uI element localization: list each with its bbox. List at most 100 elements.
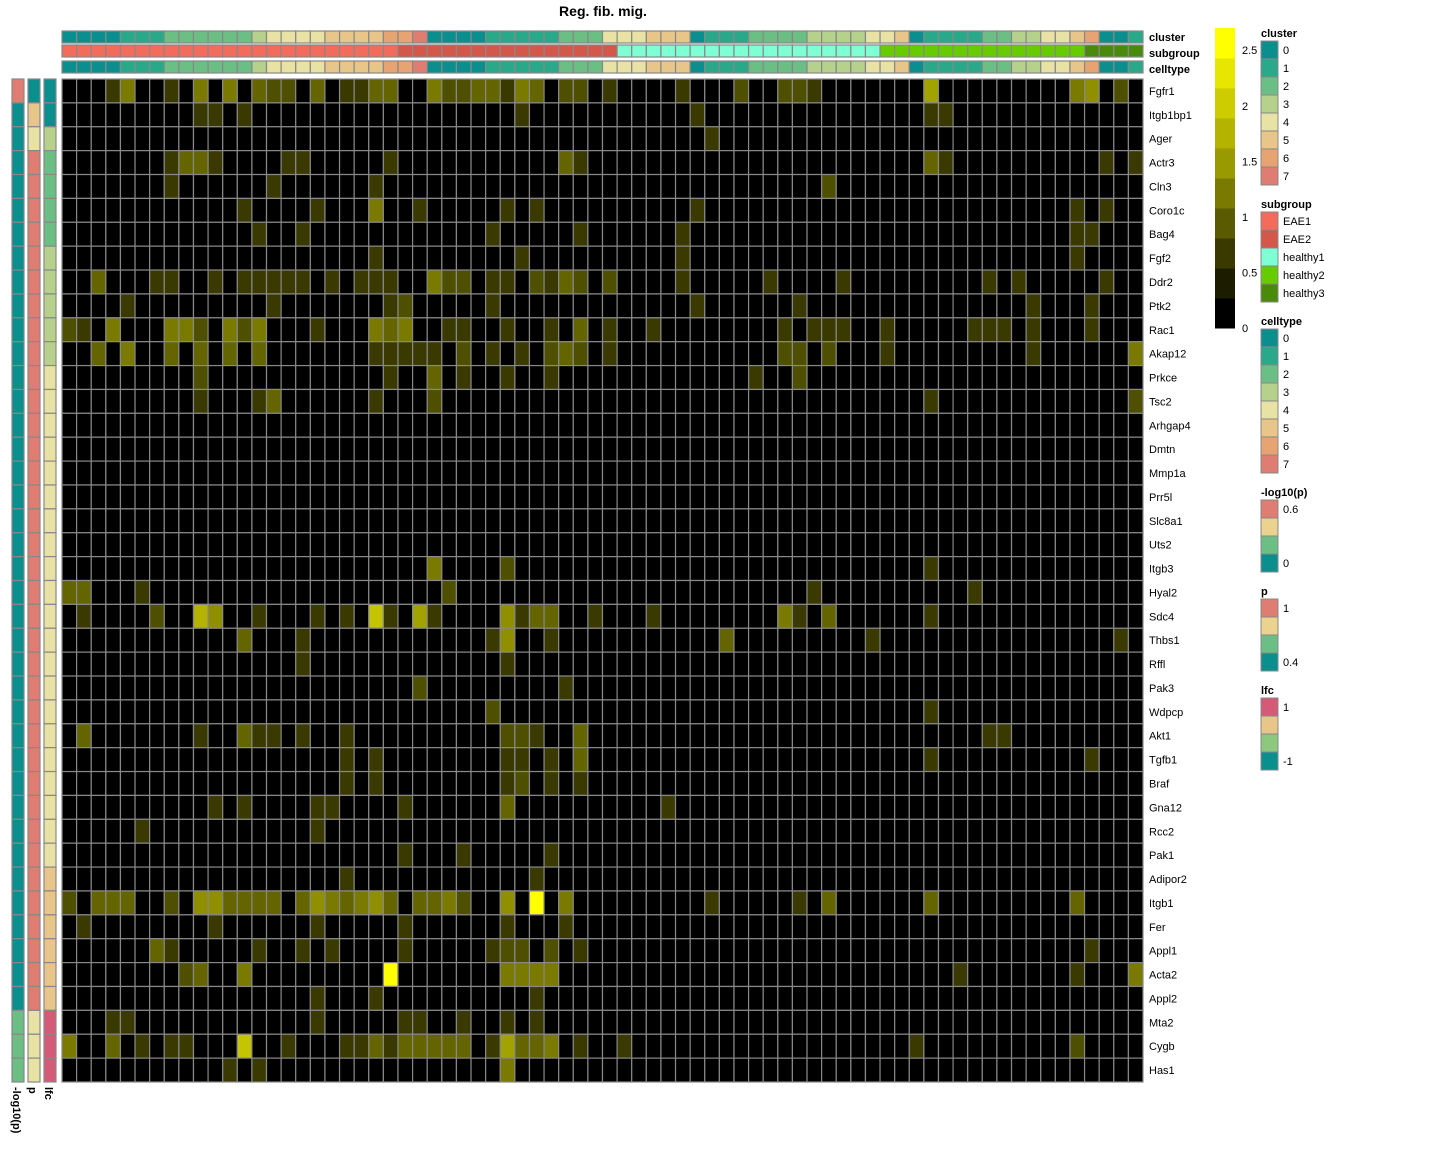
heatmap-cell (777, 317, 794, 343)
heatmap-cell (631, 388, 647, 414)
heatmap-cell (397, 938, 414, 964)
heatmap-cell (864, 341, 881, 367)
heatmap-cell (207, 341, 224, 367)
heatmap-cell (791, 293, 808, 319)
heatmap-cell (309, 150, 326, 176)
heatmap-cell (295, 364, 311, 391)
heatmap-cell (587, 842, 604, 868)
heatmap-cell (616, 412, 633, 438)
heatmap-cell (704, 890, 720, 916)
heatmap-cell (485, 914, 501, 940)
heatmap-cell (90, 985, 107, 1011)
row-annotation-cell-lfc (43, 1033, 57, 1059)
heatmap-cell (967, 1057, 983, 1083)
heatmap-cell (353, 794, 370, 820)
heatmap-cell (543, 770, 560, 797)
annotation-cell-celltype (382, 60, 399, 74)
annotation-cell-cluster (514, 30, 531, 44)
heatmap-cell (864, 818, 881, 844)
heatmap-cell (163, 747, 180, 773)
heatmap-cell (762, 1009, 779, 1035)
heatmap-cell (996, 985, 1013, 1011)
heatmap-cell (1010, 603, 1027, 629)
row-annotation-cell-lfc (43, 388, 57, 414)
heatmap-cell (222, 747, 238, 773)
heatmap-cell (806, 245, 823, 271)
heatmap-cell (76, 269, 92, 295)
heatmap-cell (338, 723, 355, 749)
heatmap-cell (382, 914, 399, 940)
heatmap-cell (791, 770, 808, 797)
heatmap-cell (952, 603, 969, 629)
heatmap-cell (1098, 532, 1115, 558)
heatmap-cell (631, 460, 647, 486)
heatmap-cell (1025, 245, 1042, 271)
heatmap-cell (631, 985, 647, 1011)
heatmap-cell (981, 985, 998, 1011)
heatmap-cell (338, 818, 355, 844)
heatmap-cell (207, 484, 224, 510)
heatmap-cell (1025, 341, 1042, 367)
heatmap-cell (879, 938, 896, 964)
heatmap-cell (864, 723, 881, 749)
annotation-cell-cluster (952, 30, 969, 44)
annotation-cell-celltype (645, 60, 662, 74)
heatmap-cell (806, 221, 823, 247)
heatmap-cell (119, 794, 136, 820)
heatmap-cell (368, 269, 384, 295)
heatmap-cell (1127, 699, 1144, 725)
heatmap-cell (499, 508, 516, 534)
heatmap-cell (251, 197, 268, 223)
heatmap-cell (572, 675, 589, 701)
heatmap-cell (850, 197, 867, 223)
row-annotation-cell-p (27, 341, 41, 367)
heatmap-cell (806, 197, 823, 223)
heatmap-cell (76, 770, 92, 797)
heatmap-cell (236, 1057, 253, 1083)
heatmap-cell (1069, 556, 1086, 582)
heatmap-cell (791, 699, 808, 725)
heatmap-cell (119, 890, 136, 916)
heatmap-cell (777, 770, 794, 797)
heatmap-cell (324, 866, 341, 892)
heatmap-cell (850, 317, 867, 343)
row-annot-label-neglog10p: -log10(p) (10, 1087, 22, 1134)
heatmap-cell (864, 866, 881, 892)
heatmap-cell (485, 102, 501, 128)
heatmap-cell (265, 914, 282, 940)
heatmap-cell (1098, 484, 1115, 510)
heatmap-cell (923, 460, 940, 486)
heatmap-cell (981, 961, 998, 988)
heatmap-cell (660, 173, 677, 200)
heatmap-cell (295, 747, 311, 773)
heatmap-cell (645, 938, 662, 964)
heatmap-cell (850, 794, 867, 820)
heatmap-cell (616, 985, 633, 1011)
heatmap-cell (528, 388, 545, 414)
heatmap-cell (923, 651, 940, 677)
heatmap-cell (777, 1009, 794, 1035)
heatmap-cell (879, 78, 896, 104)
row-annotation-cell-neglog10p (11, 269, 25, 295)
heatmap-cell (718, 173, 735, 200)
annotation-cell-cluster (426, 30, 443, 44)
heatmap-cell (952, 890, 969, 916)
heatmap-cell (324, 651, 341, 677)
subgroup-legend-swatch (1260, 283, 1279, 303)
heatmap-cell (1127, 794, 1144, 820)
annotation-cell-celltype (411, 60, 428, 74)
heatmap-cell (309, 747, 326, 773)
heatmap-cell (1010, 556, 1027, 582)
heatmap-cell (1098, 866, 1115, 892)
heatmap-cell (382, 699, 399, 725)
heatmap-cell (265, 651, 282, 677)
heatmap-cell (967, 341, 983, 367)
heatmap-cell (90, 603, 107, 629)
heatmap-cell (382, 341, 399, 367)
heatmap-cell (850, 173, 867, 200)
heatmap-cell (791, 890, 808, 916)
heatmap-cell (1113, 484, 1129, 510)
heatmap-cell (558, 484, 574, 510)
heatmap-cell (791, 269, 808, 295)
row-label: Rffl (1149, 659, 1165, 671)
